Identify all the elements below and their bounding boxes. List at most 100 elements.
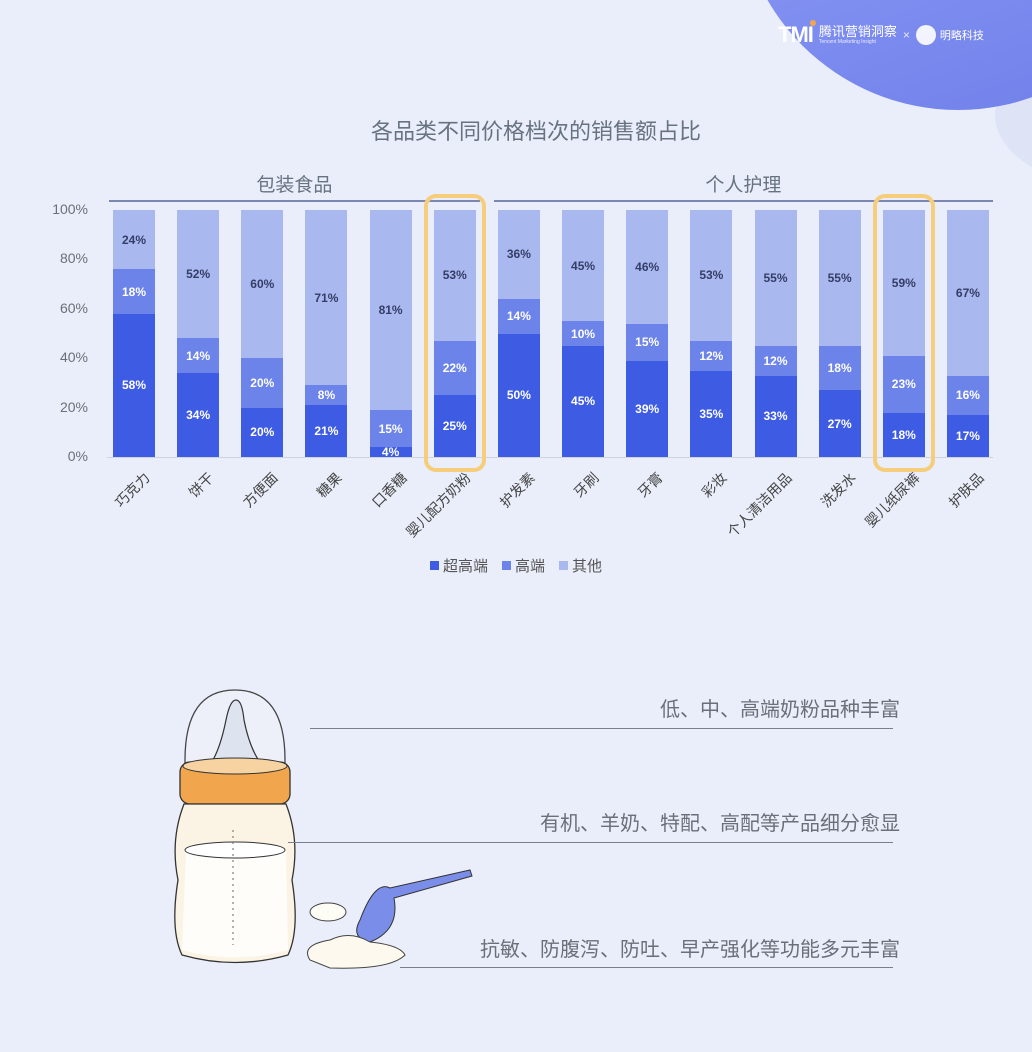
x-tick-label: 护肤品 [945, 469, 987, 511]
y-tick-label: 100% [52, 201, 88, 217]
bar-segment: 46% [626, 210, 669, 324]
partner-name: 明略科技 [939, 30, 984, 42]
bar-segment: 10% [562, 321, 605, 346]
y-tick-label: 60% [59, 299, 88, 316]
bar-洗发水: 27% 18% 55% [818, 210, 861, 457]
bar-彩妆: 35% 12% 53% [690, 210, 733, 457]
bar-segment: 24% [113, 210, 155, 270]
y-tick-label: 0% [67, 448, 88, 464]
bar-segment: 58% [113, 313, 155, 457]
bar-护肤品: 17% 16% 67% [946, 210, 989, 457]
legend-label: 其他 [572, 558, 603, 575]
bar-segment: 18% [882, 412, 925, 457]
bar-segment: 35% [690, 370, 733, 457]
bar-segment: 45% [562, 210, 605, 322]
brand-name-cn: 腾讯营销洞察 [818, 24, 897, 39]
chart-legend: 超高端 高端 其他 [430, 555, 616, 576]
bar-牙刷: 45% 10% 45% [562, 210, 605, 457]
x-tick-label: 饼干 [185, 469, 217, 501]
bar-segment: 21% [305, 405, 348, 457]
bar-segment: 20% [241, 407, 284, 457]
feature-note: 有机、羊奶、特配、高配等产品细分愈显 [540, 813, 900, 835]
bar-segment: 18% [113, 269, 155, 314]
x-tick-label: 彩妆 [698, 469, 731, 501]
partner-logo-icon [915, 25, 936, 45]
bar-巧克力: 58% 18% 24% [113, 210, 155, 457]
bar-segment: 12% [754, 345, 797, 376]
decorative-circle-top [738, 0, 1032, 110]
bar-segment: 39% [626, 360, 669, 457]
x-tick-label: 牙膏 [634, 469, 666, 501]
brand-name-en: Tencent Marketing Insight [818, 39, 876, 45]
bar-segment: 55% [754, 210, 797, 346]
x-tick-label: 婴儿纸尿裤 [861, 469, 923, 531]
x-tick-label: 个人清洁用品 [723, 469, 795, 541]
bar-饼干: 34% 14% 52% [177, 210, 220, 457]
legend-label: 超高端 [443, 558, 489, 575]
y-tick-label: 80% [59, 250, 88, 267]
logo-separator: × [902, 28, 910, 42]
x-tick-label: 巧克力 [111, 469, 153, 511]
x-axis-line [107, 457, 993, 458]
bar-segment: 18% [818, 345, 861, 391]
bar-segment: 8% [305, 385, 348, 406]
x-tick-label: 洗发水 [817, 469, 859, 511]
x-tick-label: 婴儿配方奶粉 [402, 469, 474, 541]
bar-糖果: 21% 8% 71% [305, 210, 348, 457]
baby-bottle-illustration [174, 689, 473, 969]
bar-segment: 4% [369, 445, 412, 459]
group-divider-line [493, 200, 993, 202]
bar-方便面: 20% 20% 60% [241, 210, 284, 457]
bar-segment: 34% [177, 373, 220, 457]
feature-note: 低、中、高端奶粉品种丰富 [660, 699, 900, 721]
bar-婴儿配方奶粉: 25% 22% 53% [433, 210, 476, 457]
bar-segment: 81% [369, 210, 412, 411]
legend-label: 高端 [515, 558, 546, 575]
bar-segment: 45% [562, 345, 605, 457]
x-tick-label: 护发素 [496, 469, 538, 511]
x-tick-label: 糖果 [314, 469, 346, 501]
bar-segment: 17% [946, 415, 989, 457]
bar-segment: 71% [305, 210, 348, 386]
bar-segment: 59% [882, 210, 925, 356]
bar-segment: 53% [690, 210, 733, 341]
bar-segment: 36% [497, 210, 540, 299]
bar-segment: 22% [433, 340, 476, 396]
bar-segment: 20% [241, 358, 284, 408]
x-tick-label: 方便面 [240, 469, 282, 511]
x-tick-label: 牙刷 [570, 469, 602, 501]
tmi-logo: TMI [778, 20, 816, 48]
bar-segment: 55% [818, 210, 861, 346]
feature-note: 抗敏、防腹泻、防吐、早产强化等功能多元丰富 [480, 939, 900, 961]
bar-segment: 67% [946, 210, 989, 376]
bar-segment: 52% [177, 210, 220, 339]
legend-item: 高端 [502, 555, 545, 576]
group-divider-line [109, 200, 480, 202]
bar-segment: 15% [369, 410, 412, 448]
legend-swatch [559, 561, 569, 570]
bar-segment: 14% [177, 338, 220, 374]
bar-segment: 15% [626, 323, 669, 361]
note-underline [288, 842, 893, 843]
bar-segment: 60% [241, 210, 284, 359]
bar-segment: 33% [754, 375, 797, 457]
group-label: 个人护理 [705, 175, 782, 196]
group-label: 包装食品 [256, 175, 333, 196]
legend-item: 超高端 [430, 555, 488, 576]
chart-title: 各品类不同价格档次的销售额占比 [370, 119, 701, 144]
bar-segment: 53% [433, 210, 476, 341]
y-tick-label: 20% [59, 398, 88, 415]
bar-segment: 50% [497, 333, 540, 457]
note-underline [310, 728, 893, 729]
highlight-box [423, 194, 486, 472]
legend-item: 其他 [559, 555, 602, 576]
y-tick-label: 40% [59, 349, 88, 366]
bar-segment: 16% [946, 375, 989, 416]
bar-婴儿纸尿裤: 18% 23% 59% [882, 210, 925, 457]
note-underline [400, 967, 893, 968]
bar-牙膏: 39% 15% 46% [626, 210, 669, 457]
bar-口香糖: 4% 15% 81% [369, 210, 412, 459]
bar-segment: 12% [690, 340, 733, 371]
bar-segment: 23% [882, 355, 925, 413]
bar-segment: 27% [818, 390, 861, 457]
